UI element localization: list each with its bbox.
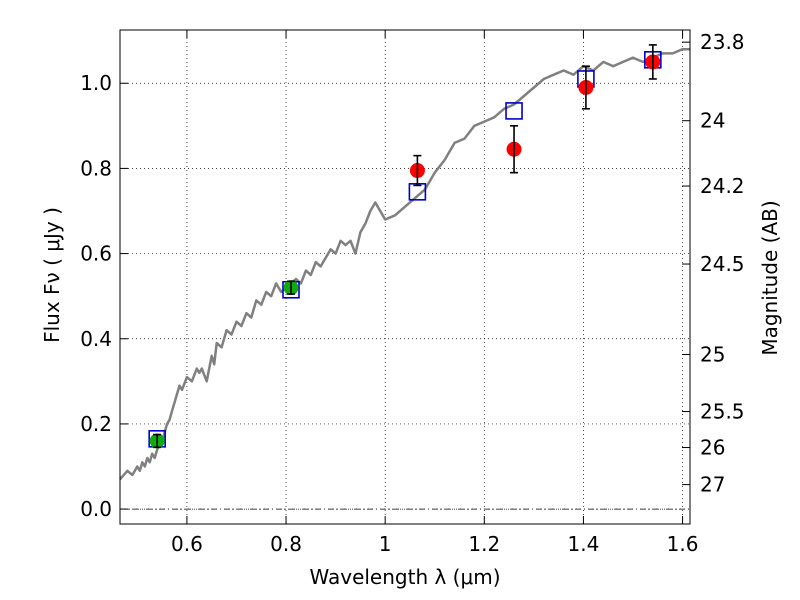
y-tick-label-0: 0.0 bbox=[80, 497, 112, 521]
x-tick-label-4: 1.4 bbox=[568, 532, 600, 556]
x-tick-label-2: 1 bbox=[379, 532, 392, 556]
y-tick-label-4: 0.8 bbox=[80, 156, 112, 180]
y-tick-label-2: 0.4 bbox=[80, 327, 112, 351]
grid-lines bbox=[120, 30, 690, 524]
mag-tick-label-5: 25.5 bbox=[700, 400, 745, 424]
x-tick-label-5: 1.6 bbox=[667, 532, 699, 556]
plot-frame bbox=[119, 29, 691, 525]
x-tick-label-3: 1.2 bbox=[468, 532, 500, 556]
y-axis-label: Flux Fν ( μJy ) bbox=[40, 207, 64, 343]
x-axis-label: Wavelength λ (μm) bbox=[309, 565, 500, 589]
mag-tick-label-3: 24.5 bbox=[700, 252, 745, 276]
mag-tick-label-2: 24.2 bbox=[700, 174, 745, 198]
x-tick-label-1: 0.8 bbox=[270, 532, 302, 556]
mag-tick-label-7: 27 bbox=[700, 473, 725, 497]
ticks-group: 0.6 0.8 1 1.2 1.4 1.6 0.0 0.2 0.4 0.6 0.8 1.0 23.8 24… bbox=[80, 30, 745, 556]
model-photometry-square-3 bbox=[505, 102, 523, 120]
model-sed-line bbox=[119, 47, 690, 481]
mag-tick-label-4: 25 bbox=[700, 342, 725, 366]
y-tick-label-5: 1.0 bbox=[80, 71, 112, 95]
markers-group bbox=[148, 44, 662, 449]
mag-tick-label-6: 26 bbox=[700, 436, 725, 460]
x-tick-label-0: 0.6 bbox=[171, 532, 203, 556]
model-sed-group bbox=[119, 47, 690, 481]
mag-tick-label-0: 23.8 bbox=[700, 30, 745, 54]
y-tick-label-1: 0.2 bbox=[80, 412, 112, 436]
plot-frame-group bbox=[119, 29, 691, 525]
y-tick-label-3: 0.6 bbox=[80, 242, 112, 266]
magnitude-axis-label: Magnitude (AB) bbox=[758, 200, 782, 355]
mag-tick-label-1: 24 bbox=[700, 109, 725, 133]
